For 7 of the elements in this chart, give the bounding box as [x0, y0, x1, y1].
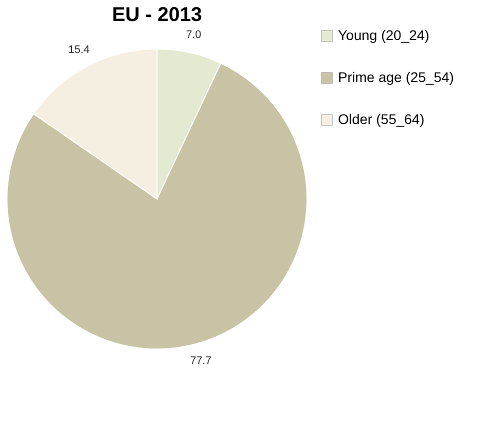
legend-label: Prime age (25_54) [338, 69, 454, 85]
chart-title: EU - 2013 [112, 4, 202, 26]
data-label: 77.7 [190, 355, 212, 368]
data-label: 15.4 [68, 44, 90, 56]
legend-label: Young (20_24) [338, 27, 430, 43]
data-label: 7.0 [186, 29, 202, 42]
legend-label: Older (55_64) [338, 111, 424, 127]
